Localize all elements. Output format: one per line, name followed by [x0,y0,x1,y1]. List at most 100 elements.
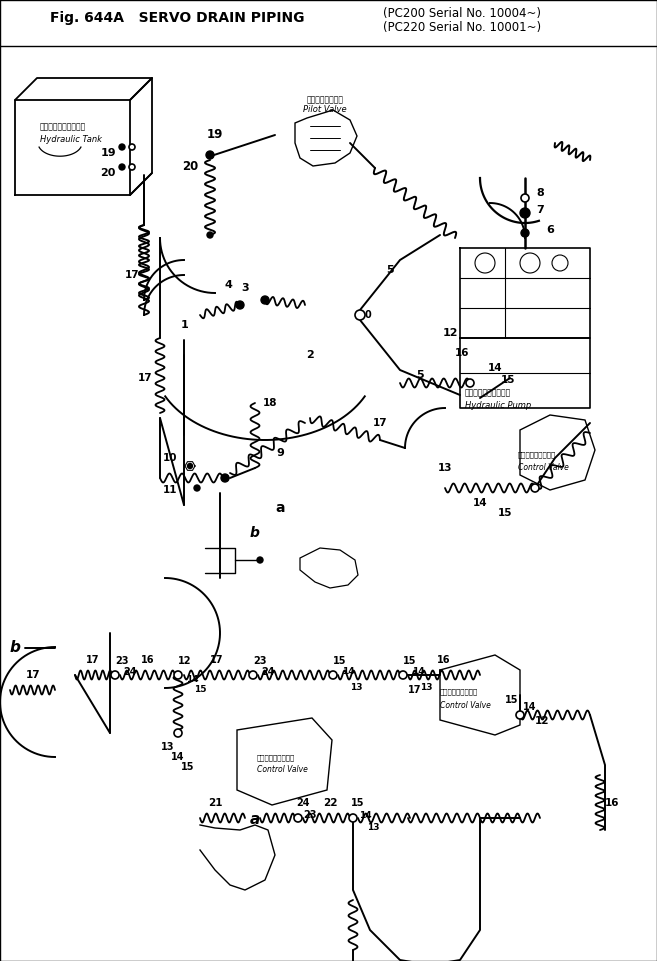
Text: 9: 9 [276,448,284,458]
Circle shape [349,814,357,822]
Text: 3: 3 [241,283,249,293]
Circle shape [329,671,337,679]
Text: 22: 22 [323,798,337,808]
Circle shape [521,194,529,202]
Text: コントロールバルブ: コントロールバルブ [518,452,556,458]
Text: 13: 13 [420,682,432,692]
Text: 13: 13 [367,823,379,831]
Circle shape [221,474,229,482]
Text: 20: 20 [182,160,198,174]
Text: 15: 15 [403,656,417,666]
Circle shape [129,164,135,170]
Text: 24: 24 [261,667,275,677]
Text: 13: 13 [350,682,362,692]
Text: 17: 17 [26,670,40,680]
Circle shape [521,229,529,237]
Circle shape [466,379,474,387]
Text: パイロットバルブ: パイロットバルブ [307,95,344,105]
Circle shape [520,208,530,218]
Circle shape [206,151,214,159]
Circle shape [399,671,407,679]
Text: 23: 23 [115,656,129,666]
Text: 14: 14 [171,752,185,762]
Text: 5: 5 [386,265,394,275]
Text: a: a [250,812,260,827]
Text: 1: 1 [181,320,189,330]
Text: コントロールバルブ: コントロールバルブ [440,689,478,696]
Circle shape [475,253,495,273]
Text: 24: 24 [296,798,309,808]
Text: b: b [10,640,20,655]
Text: 13: 13 [161,742,175,752]
Text: 6: 6 [546,225,554,235]
Text: Control Valve: Control Valve [257,766,308,775]
Text: 24: 24 [124,667,137,677]
Text: 2: 2 [306,350,314,360]
Text: 17: 17 [125,270,139,280]
Text: 17: 17 [210,655,224,665]
Text: Control Valve: Control Valve [440,701,491,709]
Text: 14: 14 [359,810,371,820]
Text: 21: 21 [208,798,222,808]
Text: 15: 15 [505,695,519,705]
Circle shape [249,671,257,679]
Text: 14: 14 [186,676,198,684]
Text: 15: 15 [333,656,347,666]
Text: a: a [275,501,284,515]
Text: 12: 12 [178,656,192,666]
Circle shape [187,463,193,469]
Circle shape [119,144,125,150]
Text: 16: 16 [438,655,451,665]
Text: 23: 23 [253,656,267,666]
Circle shape [207,232,213,238]
Circle shape [236,301,244,309]
Text: 0: 0 [365,310,371,320]
Text: 14: 14 [523,702,537,712]
Text: 16: 16 [455,348,469,358]
Text: (PC200 Serial No. 10004~): (PC200 Serial No. 10004~) [383,8,541,20]
Text: 23: 23 [304,810,317,820]
Text: b: b [250,526,260,540]
Text: 15: 15 [194,685,206,695]
Text: 17: 17 [408,685,422,695]
Text: 20: 20 [101,168,116,178]
Text: 17: 17 [138,373,152,383]
Text: Hydraulic Pump: Hydraulic Pump [465,401,532,409]
Text: 14: 14 [487,363,503,373]
Circle shape [174,729,182,737]
Text: 5: 5 [416,370,424,380]
Text: 17: 17 [373,418,388,428]
Text: 14: 14 [342,668,354,677]
Text: Hydraulic Tank: Hydraulic Tank [40,136,102,144]
Text: 19: 19 [100,148,116,158]
Text: ハイドロリックタンク: ハイドロリックタンク [40,122,86,132]
Text: コントロールバルブ: コントロールバルブ [257,754,295,761]
Text: 19: 19 [207,129,223,141]
Text: 15: 15 [498,508,512,518]
Text: 16: 16 [604,798,620,808]
Circle shape [516,711,524,719]
Text: 4: 4 [224,280,232,290]
Text: 12: 12 [442,328,458,338]
Circle shape [129,144,135,150]
Text: Fig. 644A   SERVO DRAIN PIPING: Fig. 644A SERVO DRAIN PIPING [50,11,304,25]
Circle shape [531,484,539,492]
Text: 15: 15 [501,375,515,385]
Text: 10: 10 [163,453,177,463]
Circle shape [552,255,568,271]
Circle shape [111,671,119,679]
Text: 12: 12 [535,716,549,726]
Text: 17: 17 [86,655,100,665]
Circle shape [294,814,302,822]
Text: 18: 18 [263,398,277,408]
Circle shape [194,485,200,491]
Circle shape [257,557,263,563]
Circle shape [355,310,365,320]
Text: 15: 15 [351,798,365,808]
Circle shape [119,164,125,170]
Text: ハイドロリックポンプ: ハイドロリックポンプ [465,388,511,398]
Text: 14: 14 [412,668,424,677]
Text: 7: 7 [536,205,544,215]
Text: 15: 15 [181,762,194,772]
Text: 14: 14 [472,498,487,508]
